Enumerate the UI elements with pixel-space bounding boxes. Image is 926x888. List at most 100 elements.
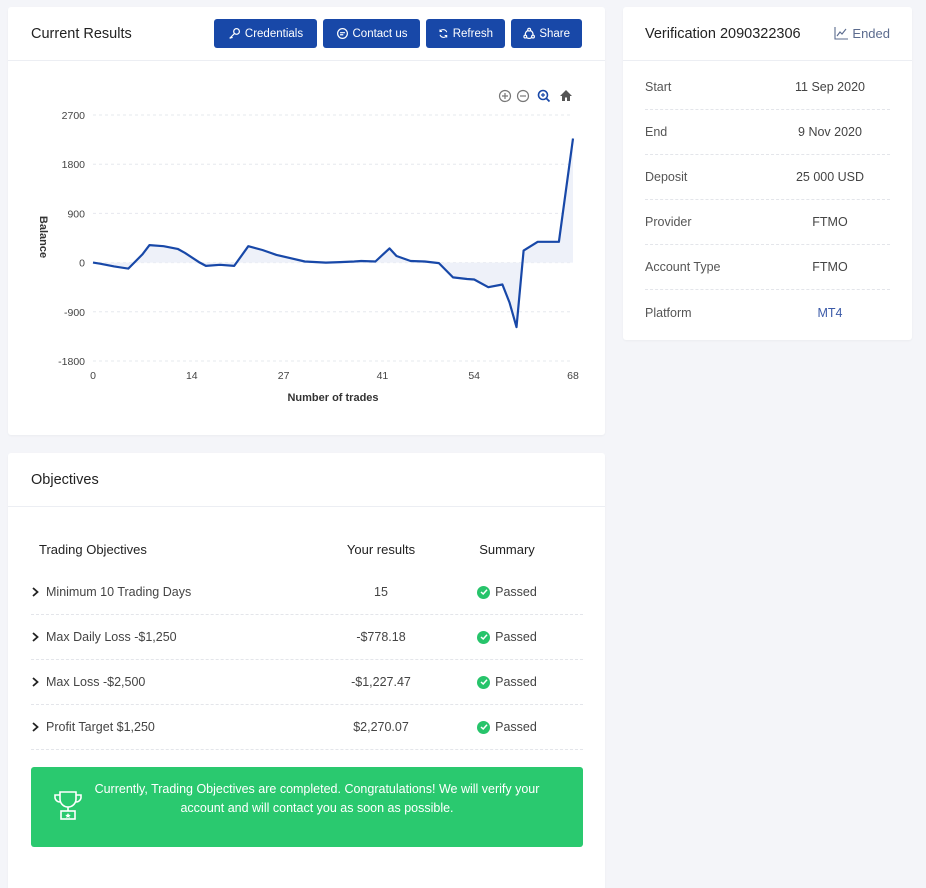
objective-row[interactable]: Profit Target $1,250 $2,270.07 Passed xyxy=(31,705,583,750)
verification-title: Verification 2090322306 xyxy=(645,25,801,42)
current-results-title: Current Results xyxy=(31,25,132,42)
current-results-card: Current Results Credentials Contact us R… xyxy=(8,7,605,435)
platform-link[interactable]: MT4 xyxy=(817,305,843,320)
x-tick-label: 27 xyxy=(278,370,290,382)
objective-name: Profit Target $1,250 xyxy=(46,720,155,734)
objectives-table: Trading Objectives Your results Summary … xyxy=(31,528,583,750)
objectives-card: Objectives Trading Objectives Your resul… xyxy=(8,453,605,888)
chat-icon xyxy=(336,28,348,39)
share-button[interactable]: Share xyxy=(511,19,582,48)
header-trading-objectives: Trading Objectives xyxy=(39,541,147,557)
info-row-account-type: Account Type FTMO xyxy=(645,245,890,290)
info-value: 9 Nov 2020 xyxy=(798,125,862,139)
share-label: Share xyxy=(539,27,570,40)
objective-summary: Passed xyxy=(495,630,537,644)
refresh-button[interactable]: Refresh xyxy=(426,19,505,48)
y-axis-ticks: 2700 1800 900 0 -900 -1800 xyxy=(58,110,85,368)
objective-result: -$1,227.47 xyxy=(351,675,411,689)
line-chart-icon xyxy=(834,27,849,40)
info-label: Account Type xyxy=(645,260,721,274)
key-icon xyxy=(229,28,240,39)
results-toolbar: Credentials Contact us Refresh Share xyxy=(214,19,582,48)
zoom-out-icon[interactable] xyxy=(516,89,530,103)
info-label: Platform xyxy=(645,305,692,320)
verification-card: Verification 2090322306 Ended Start 11 S… xyxy=(623,7,912,340)
y-tick-label: 1800 xyxy=(62,159,86,171)
objective-name: Max Loss -$2,500 xyxy=(46,675,146,689)
info-label: Start xyxy=(645,80,672,94)
y-tick-label: 900 xyxy=(67,208,85,220)
chevron-right-icon[interactable] xyxy=(31,587,40,597)
info-label: Provider xyxy=(645,215,692,229)
chevron-right-icon[interactable] xyxy=(31,677,40,687)
x-tick-label: 68 xyxy=(567,370,579,382)
check-circle-icon xyxy=(477,630,491,644)
objectives-title: Objectives xyxy=(31,471,99,488)
objectives-header: Objectives xyxy=(8,453,605,507)
objective-result: -$778.18 xyxy=(356,630,406,644)
header-your-results: Your results xyxy=(346,541,416,557)
x-tick-label: 41 xyxy=(377,370,389,382)
check-circle-icon xyxy=(477,585,491,599)
objectives-table-header: Trading Objectives Your results Summary xyxy=(31,528,583,570)
verification-header: Verification 2090322306 Ended xyxy=(623,7,912,61)
objective-row[interactable]: Minimum 10 Trading Days 15 Passed xyxy=(31,570,583,615)
x-axis-label: Number of trades xyxy=(287,392,378,404)
credentials-button[interactable]: Credentials xyxy=(214,19,317,48)
info-value: FTMO xyxy=(812,215,848,229)
zoom-in-icon[interactable] xyxy=(498,89,512,103)
home-reset-icon[interactable] xyxy=(560,90,572,101)
status-label: Ended xyxy=(852,26,890,41)
status-ended-link[interactable]: Ended xyxy=(834,26,890,41)
zoom-selection-icon[interactable] xyxy=(537,89,551,103)
credentials-label: Credentials xyxy=(244,27,304,40)
verification-info-list: Start 11 Sep 2020 End 9 Nov 2020 Deposit… xyxy=(623,65,912,335)
contact-us-button[interactable]: Contact us xyxy=(323,19,420,48)
info-label: Deposit xyxy=(645,170,688,184)
chevron-right-icon[interactable] xyxy=(31,632,40,642)
balance-chart: 2700 1800 900 0 -900 -1800 0 14 27 41 54 68 Number… xyxy=(37,89,579,404)
objective-name: Minimum 10 Trading Days xyxy=(46,585,192,599)
objective-summary: Passed xyxy=(495,720,537,734)
objective-row[interactable]: Max Loss -$2,500 -$1,227.47 Passed xyxy=(31,660,583,705)
objective-result: 15 xyxy=(374,585,388,599)
info-value: 25 000 USD xyxy=(795,170,865,184)
chevron-right-icon[interactable] xyxy=(31,722,40,732)
info-label: End xyxy=(645,125,668,139)
y-tick-label: -1800 xyxy=(58,356,85,368)
y-tick-label: -900 xyxy=(64,307,85,319)
objective-result: $2,270.07 xyxy=(353,720,409,734)
refresh-label: Refresh xyxy=(452,27,493,40)
objective-summary: Passed xyxy=(495,585,537,599)
check-circle-icon xyxy=(477,675,491,689)
share-icon xyxy=(523,27,535,39)
info-value: FTMO xyxy=(812,260,848,274)
header-summary: Summary xyxy=(479,541,535,557)
current-results-header: Current Results Credentials Contact us R… xyxy=(8,7,605,61)
info-value: 11 Sep 2020 xyxy=(795,80,865,94)
info-row-end: End 9 Nov 2020 xyxy=(645,110,890,155)
chart-grid xyxy=(93,114,573,362)
x-tick-label: 54 xyxy=(468,370,480,382)
x-tick-label: 14 xyxy=(186,370,198,382)
refresh-icon xyxy=(439,29,448,38)
completion-banner: Currently, Trading Objectives are comple… xyxy=(31,767,583,847)
objective-row[interactable]: Max Daily Loss -$1,250 -$778.18 Passed xyxy=(31,615,583,660)
info-row-deposit: Deposit 25 000 USD xyxy=(645,155,890,200)
info-row-start: Start 11 Sep 2020 xyxy=(645,65,890,110)
info-row-provider: Provider FTMO xyxy=(645,200,890,245)
y-axis-label: Balance xyxy=(37,216,49,258)
y-tick-label: 2700 xyxy=(62,110,86,122)
x-axis-ticks: 0 14 27 41 54 68 xyxy=(90,370,579,382)
balance-line xyxy=(92,138,575,329)
objective-summary: Passed xyxy=(495,675,537,689)
trophy-icon xyxy=(54,791,82,820)
y-tick-label: 0 xyxy=(79,258,85,270)
info-row-platform: Platform MT4 xyxy=(645,290,890,335)
x-tick-label: 0 xyxy=(90,370,96,382)
completion-message: Currently, Trading Objectives are comple… xyxy=(94,782,540,815)
contact-us-label: Contact us xyxy=(352,27,408,40)
balance-area xyxy=(93,138,573,328)
check-circle-icon xyxy=(477,720,491,734)
objective-name: Max Daily Loss -$1,250 xyxy=(46,630,177,644)
